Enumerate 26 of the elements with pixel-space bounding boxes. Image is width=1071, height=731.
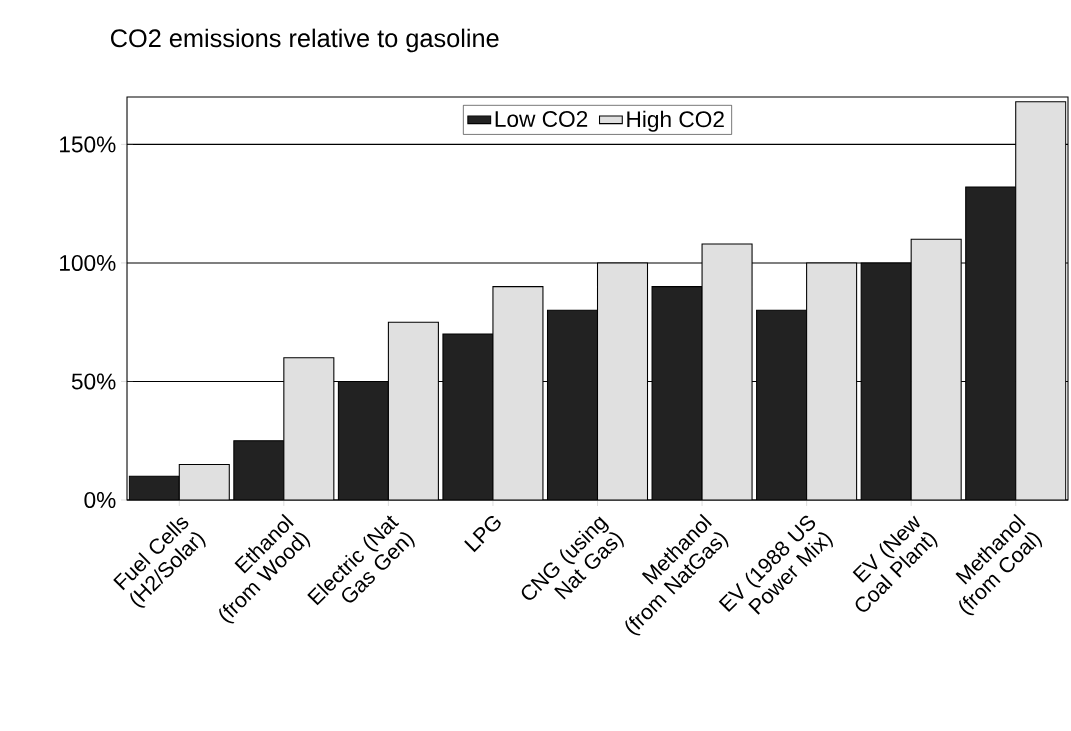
bar: [860, 262, 912, 500]
legend-label: Low CO2: [495, 110, 588, 128]
bar: [337, 380, 389, 500]
bar: [283, 357, 335, 500]
y-tick-label: 100%: [60, 254, 116, 271]
bar: [965, 186, 1017, 500]
bar: [546, 309, 599, 500]
bar: [1015, 101, 1067, 500]
bar: [701, 243, 753, 500]
bar: [128, 475, 180, 500]
chart-title: CO2 emissions relative to gasoline: [111, 28, 499, 53]
bar: [756, 309, 808, 500]
bar: [233, 440, 285, 500]
bar: [910, 238, 962, 500]
y-tick-label: 50%: [71, 373, 116, 390]
y-tick-label: 150%: [60, 136, 116, 153]
bar: [492, 286, 544, 500]
y-tick-label: 0%: [84, 491, 116, 509]
bar: [651, 286, 703, 500]
bar: [442, 333, 494, 500]
bar: [806, 262, 858, 500]
x-tick-label: LPG: [464, 516, 501, 553]
legend-label: High CO2: [627, 110, 724, 132]
bar: [178, 463, 230, 500]
bar: [387, 321, 439, 500]
bar: [596, 262, 649, 500]
